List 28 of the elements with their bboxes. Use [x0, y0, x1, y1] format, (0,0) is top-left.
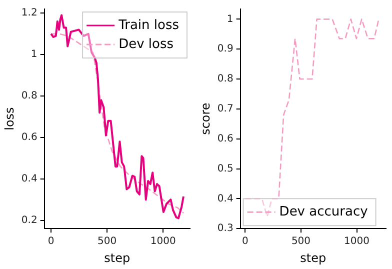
y-tick-label: 0.5 [217, 163, 234, 174]
legend-label: Train loss [118, 18, 180, 33]
y-tick-label: 0.6 [217, 133, 234, 144]
y-tick-label: 0.7 [217, 104, 234, 115]
y-tick-label: 0.4 [217, 193, 234, 204]
legend-label: Dev accuracy [279, 204, 368, 220]
y-tick-label: 0.9 [217, 44, 234, 55]
x-axis-title: step [104, 250, 130, 265]
y-tick-label: 0.2 [21, 214, 38, 226]
y-tick-label: 0.4 [21, 173, 38, 184]
x-tick-label: 1000 [150, 236, 176, 248]
y-axis-title: score [198, 102, 212, 135]
x-tick-label: 0 [48, 236, 54, 248]
y-tick-label: 0.6 [21, 132, 38, 144]
y-tick-label: 1 [226, 14, 234, 25]
x-tick-label: 500 [98, 236, 117, 248]
y-tick-label: 1.2 [21, 8, 38, 19]
y-tick-label: 0.8 [21, 90, 38, 102]
y-tick-label: 0.8 [217, 74, 234, 85]
x-tick-label: 500 [291, 236, 311, 248]
x-tick-label: 0 [242, 236, 248, 248]
x-axis-title: step [300, 250, 326, 265]
line-series [244, 18, 380, 218]
legend-label: Dev loss [118, 36, 174, 52]
x-tick-label: 1000 [344, 236, 370, 248]
y-tick-label: 0.3 [217, 223, 234, 234]
y-axis-title: loss [2, 107, 16, 130]
y-tick-label: 1 [30, 49, 38, 60]
